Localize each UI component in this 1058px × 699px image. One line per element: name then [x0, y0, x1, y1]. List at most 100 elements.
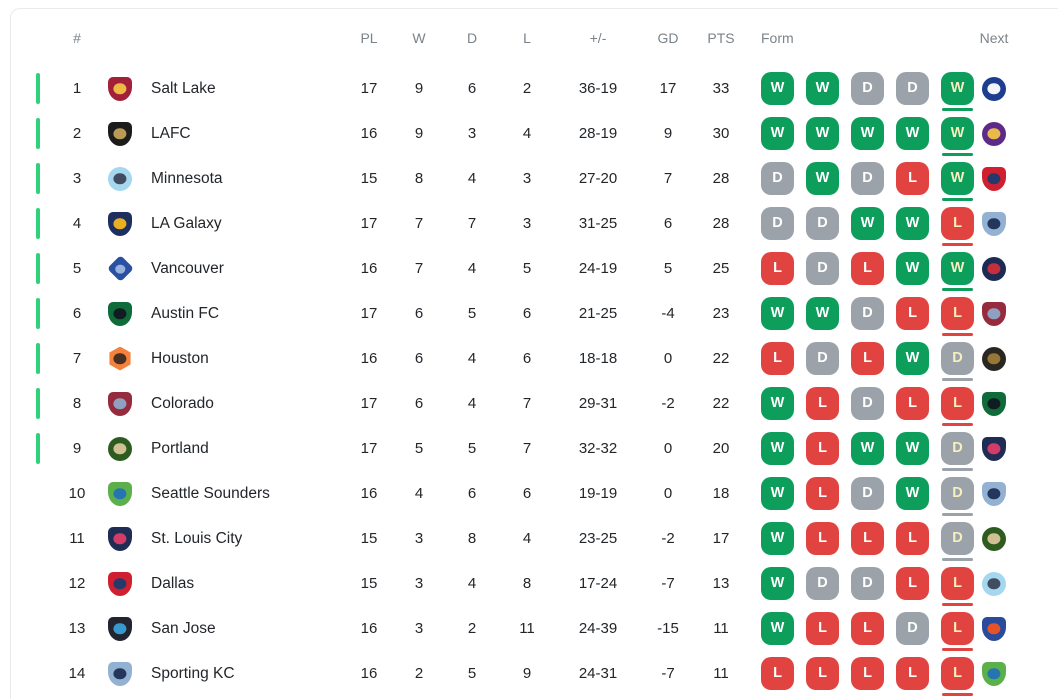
- form-badge-d[interactable]: D: [941, 477, 974, 516]
- form-badge-d[interactable]: D: [941, 342, 974, 381]
- form-badge-w[interactable]: W: [896, 117, 929, 150]
- form-badge-l[interactable]: L: [806, 612, 839, 645]
- new-england-revolution-logo[interactable]: [982, 256, 1006, 281]
- table-row[interactable]: 10 Seattle Sounders 16 4 6 6 19-19 0 18 …: [11, 471, 1058, 516]
- form-badge-w[interactable]: W: [761, 297, 794, 330]
- form-badge-w[interactable]: W: [896, 207, 929, 240]
- form-badge-l[interactable]: L: [761, 657, 794, 690]
- colorado-rapids-logo[interactable]: [982, 301, 1006, 326]
- form-badge-l[interactable]: L: [941, 612, 974, 651]
- form-badge-w[interactable]: W: [851, 207, 884, 240]
- form-badge-l[interactable]: L: [941, 207, 974, 246]
- form-badge-d[interactable]: D: [761, 207, 794, 240]
- form-badge-w[interactable]: W: [761, 522, 794, 555]
- form-badge-d[interactable]: D: [851, 297, 884, 330]
- form-badge-w[interactable]: W: [941, 162, 974, 201]
- team-name[interactable]: Sporting KC: [151, 664, 235, 682]
- form-badge-l[interactable]: L: [806, 657, 839, 690]
- team-name[interactable]: Austin FC: [151, 304, 220, 322]
- form-badge-l[interactable]: L: [806, 477, 839, 510]
- cf-montreal-logo[interactable]: [982, 76, 1006, 101]
- form-badge-w[interactable]: W: [896, 342, 929, 375]
- form-badge-d[interactable]: D: [896, 72, 929, 105]
- form-badge-d[interactable]: D: [851, 387, 884, 420]
- form-badge-w[interactable]: W: [896, 477, 929, 510]
- sporting-kc-logo[interactable]: [982, 211, 1006, 236]
- form-badge-w[interactable]: W: [761, 477, 794, 510]
- form-badge-d[interactable]: D: [941, 432, 974, 471]
- team-name[interactable]: Portland: [151, 439, 209, 457]
- team-name[interactable]: LAFC: [151, 124, 191, 142]
- form-badge-d[interactable]: D: [851, 162, 884, 195]
- form-badge-w[interactable]: W: [851, 117, 884, 150]
- form-badge-l[interactable]: L: [851, 612, 884, 645]
- form-badge-l[interactable]: L: [761, 342, 794, 375]
- form-badge-d[interactable]: D: [806, 207, 839, 240]
- form-badge-l[interactable]: L: [851, 522, 884, 555]
- form-badge-d[interactable]: D: [806, 252, 839, 285]
- form-badge-l[interactable]: L: [896, 567, 929, 600]
- team-name[interactable]: LA Galaxy: [151, 214, 222, 232]
- form-badge-d[interactable]: D: [851, 72, 884, 105]
- fc-dallas-logo[interactable]: [982, 166, 1006, 191]
- form-badge-d[interactable]: D: [806, 342, 839, 375]
- team-name[interactable]: Vancouver: [151, 259, 224, 277]
- team-name[interactable]: St. Louis City: [151, 529, 243, 547]
- form-badge-w[interactable]: W: [761, 72, 794, 105]
- form-badge-w[interactable]: W: [806, 117, 839, 150]
- form-badge-l[interactable]: L: [851, 342, 884, 375]
- form-badge-l[interactable]: L: [896, 387, 929, 420]
- team-name[interactable]: Dallas: [151, 574, 195, 592]
- form-badge-l[interactable]: L: [896, 162, 929, 195]
- form-badge-w[interactable]: W: [896, 252, 929, 285]
- minnesota-united-logo[interactable]: [982, 571, 1006, 596]
- form-badge-d[interactable]: D: [896, 612, 929, 645]
- team-name[interactable]: Seattle Sounders: [151, 484, 270, 502]
- form-badge-l[interactable]: L: [896, 297, 929, 330]
- team-name[interactable]: Houston: [151, 349, 209, 367]
- form-badge-w[interactable]: W: [761, 387, 794, 420]
- fc-cincinnati-logo[interactable]: [982, 616, 1006, 641]
- form-badge-l[interactable]: L: [896, 522, 929, 555]
- table-row[interactable]: 11 St. Louis City 15 3 8 4 23-25 -2 17 W…: [11, 516, 1058, 561]
- form-badge-w[interactable]: W: [761, 117, 794, 150]
- form-badge-w[interactable]: W: [896, 432, 929, 465]
- orlando-city-logo[interactable]: [982, 121, 1006, 146]
- team-name[interactable]: San Jose: [151, 619, 216, 637]
- form-badge-l[interactable]: L: [941, 657, 974, 696]
- form-badge-w[interactable]: W: [806, 162, 839, 195]
- form-badge-w[interactable]: W: [851, 432, 884, 465]
- form-badge-w[interactable]: W: [761, 612, 794, 645]
- form-badge-l[interactable]: L: [806, 387, 839, 420]
- form-badge-l[interactable]: L: [941, 387, 974, 426]
- team-name[interactable]: Colorado: [151, 394, 214, 412]
- form-badge-d[interactable]: D: [941, 522, 974, 561]
- austin-fc-logo[interactable]: [982, 391, 1006, 416]
- form-badge-w[interactable]: W: [941, 72, 974, 111]
- form-badge-l[interactable]: L: [896, 657, 929, 690]
- form-badge-w[interactable]: W: [941, 252, 974, 291]
- form-badge-l[interactable]: L: [806, 522, 839, 555]
- form-badge-l[interactable]: L: [941, 297, 974, 336]
- form-badge-w[interactable]: W: [761, 567, 794, 600]
- form-badge-w[interactable]: W: [761, 432, 794, 465]
- form-badge-l[interactable]: L: [761, 252, 794, 285]
- team-name[interactable]: Salt Lake: [151, 79, 216, 97]
- form-badge-l[interactable]: L: [806, 432, 839, 465]
- sporting-kc-logo[interactable]: [982, 481, 1006, 506]
- form-badge-l[interactable]: L: [941, 567, 974, 606]
- form-badge-w[interactable]: W: [806, 297, 839, 330]
- seattle-sounders-logo[interactable]: [982, 661, 1006, 686]
- form-badge-w[interactable]: W: [941, 117, 974, 156]
